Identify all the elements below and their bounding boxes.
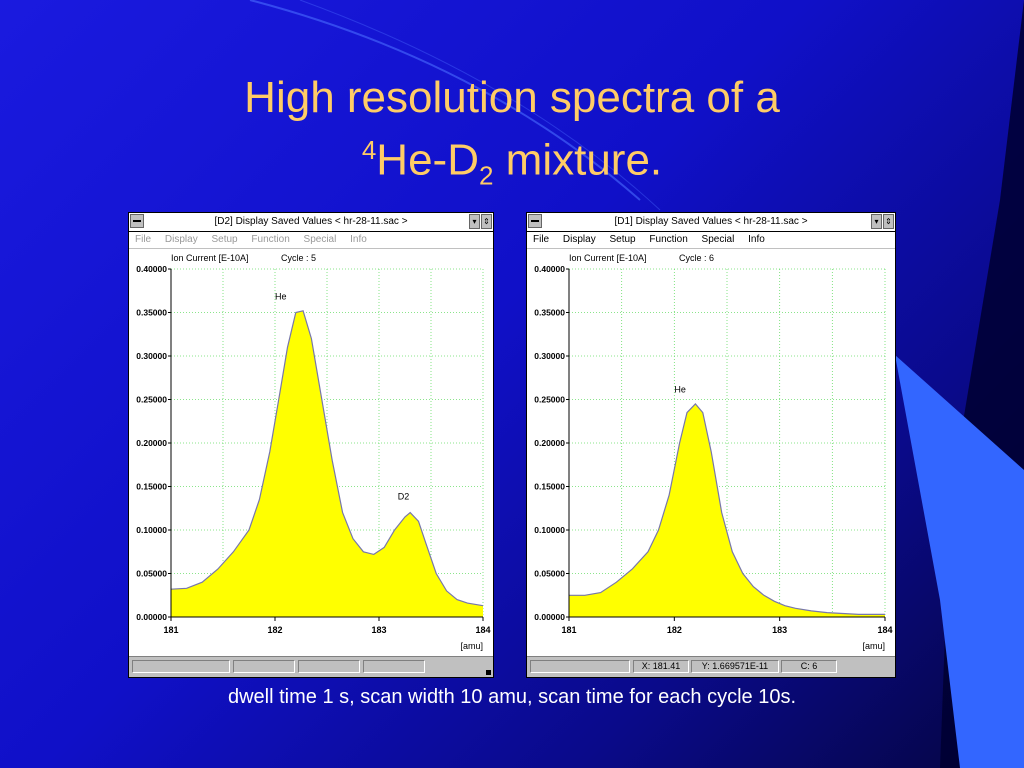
status-bar (129, 656, 493, 677)
peak-annotation: He (275, 291, 287, 301)
x-unit-label: [amu] (460, 641, 483, 651)
x-tick-label: 183 (371, 625, 386, 635)
plot-area: 0.00000 0.05000 0.10000 0.15000 0.20000 0.250… (527, 249, 895, 659)
menu-special[interactable]: Special (303, 234, 337, 245)
status-bar: X: 181.41 Y: 1.669571E-11 C: 6 (527, 656, 895, 677)
y-tick-label: 0.35000 (534, 308, 565, 318)
menu-info[interactable]: Info (748, 234, 765, 245)
window-titlebar[interactable]: [D1] Display Saved Values < hr-28-11.sac… (527, 213, 895, 232)
y-tick-label: 0.35000 (136, 308, 167, 318)
spectrum-window-d1: [D1] Display Saved Values < hr-28-11.sac… (526, 212, 896, 678)
slide-title: High resolution spectra of a 4He-D2 mixt… (0, 72, 1024, 201)
y-tick-label: 0.25000 (136, 395, 167, 405)
status-cycle: C: 6 (781, 660, 837, 673)
window-title: [D1] Display Saved Values < hr-28-11.sac… (614, 216, 808, 227)
menu-setup[interactable]: Setup (211, 234, 238, 245)
y-tick-label: 0.20000 (534, 438, 565, 448)
y-tick-label: 0.15000 (136, 482, 167, 492)
maximize-icon[interactable]: ⇕ (883, 214, 894, 229)
plot-area: 0.00000 0.05000 0.10000 0.15000 0.20000 0.250… (129, 249, 493, 659)
menu-display[interactable]: Display (562, 234, 596, 245)
y-tick-label: 0.10000 (534, 525, 565, 535)
spectrum-area (569, 403, 885, 617)
minimize-icon[interactable]: ▾ (871, 214, 882, 229)
spectrum-chart: 0.00000 0.05000 0.10000 0.15000 0.20000 0.250… (534, 253, 892, 651)
status-cell (298, 660, 360, 673)
title-subscript: 2 (478, 160, 494, 191)
spectrum-window-d2: [D2] Display Saved Values < hr-28-11.sac… (128, 212, 494, 678)
menu-function[interactable]: Function (649, 234, 688, 245)
minimize-icon[interactable]: ▾ (469, 214, 480, 229)
spectrum-chart: 0.00000 0.05000 0.10000 0.15000 0.20000 0.250… (136, 253, 490, 651)
y-tick-label: 0.15000 (534, 482, 565, 492)
menu-bar: File Display Setup Function Special Info (129, 232, 493, 248)
window-titlebar[interactable]: [D2] Display Saved Values < hr-28-11.sac… (129, 213, 493, 232)
cycle-label: Cycle : 5 (281, 253, 316, 263)
spectrum-line (170, 310, 484, 607)
title-superscript: 4 (361, 135, 377, 165)
y-tick-label: 0.25000 (534, 395, 565, 405)
status-cell (132, 660, 230, 673)
maximize-icon[interactable]: ⇕ (481, 214, 492, 229)
slide-caption: dwell time 1 s, scan width 10 amu, scan … (227, 686, 797, 708)
y-tick-label: 0.40000 (136, 264, 167, 274)
spectrum-area (171, 310, 483, 617)
y-tick-label: 0.20000 (136, 438, 167, 448)
window-title: [D2] Display Saved Values < hr-28-11.sac… (214, 216, 408, 227)
menu-file[interactable]: File (135, 234, 152, 245)
menu-display[interactable]: Display (164, 234, 198, 245)
system-menu-icon[interactable] (130, 214, 144, 228)
menu-setup[interactable]: Setup (609, 234, 636, 245)
title-end: mixture. (493, 135, 663, 185)
title-line1: High resolution spectra of a (244, 73, 780, 122)
title-line2: 4He-D2 mixture. (0, 124, 1024, 201)
y-tick-label: 0.00000 (136, 612, 167, 622)
status-cell (530, 660, 630, 673)
y-tick-label: 0.05000 (534, 569, 565, 579)
y-axis-label: Ion Current [E-10A] (171, 253, 249, 263)
peak-annotation: D2 (398, 492, 410, 502)
status-cell (233, 660, 295, 673)
menu-function[interactable]: Function (251, 234, 290, 245)
status-y: Y: 1.669571E-11 (691, 660, 779, 673)
x-tick-label: 183 (772, 625, 787, 635)
menu-file[interactable]: File (533, 234, 550, 245)
y-tick-label: 0.30000 (534, 351, 565, 361)
y-tick-label: 0.40000 (534, 264, 565, 274)
y-tick-label: 0.10000 (136, 525, 167, 535)
title-formula: He-D (376, 135, 479, 185)
menu-bar: File Display Setup Function Special Info (527, 232, 895, 248)
status-x: X: 181.41 (633, 660, 689, 673)
x-tick-label: 182 (667, 625, 682, 635)
x-tick-label: 182 (267, 625, 282, 635)
y-axis-label: Ion Current [E-10A] (569, 253, 647, 263)
x-unit-label: [amu] (862, 641, 885, 651)
status-cell (363, 660, 425, 673)
menu-special[interactable]: Special (701, 234, 735, 245)
y-tick-label: 0.00000 (534, 612, 565, 622)
system-menu-icon[interactable] (528, 214, 542, 228)
y-tick-label: 0.30000 (136, 351, 167, 361)
x-tick-label: 181 (163, 625, 178, 635)
cycle-label: Cycle : 6 (679, 253, 714, 263)
spectrum-line (569, 403, 885, 615)
x-tick-label: 184 (877, 625, 892, 635)
x-tick-label: 181 (561, 625, 576, 635)
menu-info[interactable]: Info (350, 234, 367, 245)
peak-annotation: He (674, 385, 686, 395)
resize-grip-icon[interactable] (486, 670, 491, 675)
y-tick-label: 0.05000 (136, 569, 167, 579)
x-tick-label: 184 (475, 625, 490, 635)
